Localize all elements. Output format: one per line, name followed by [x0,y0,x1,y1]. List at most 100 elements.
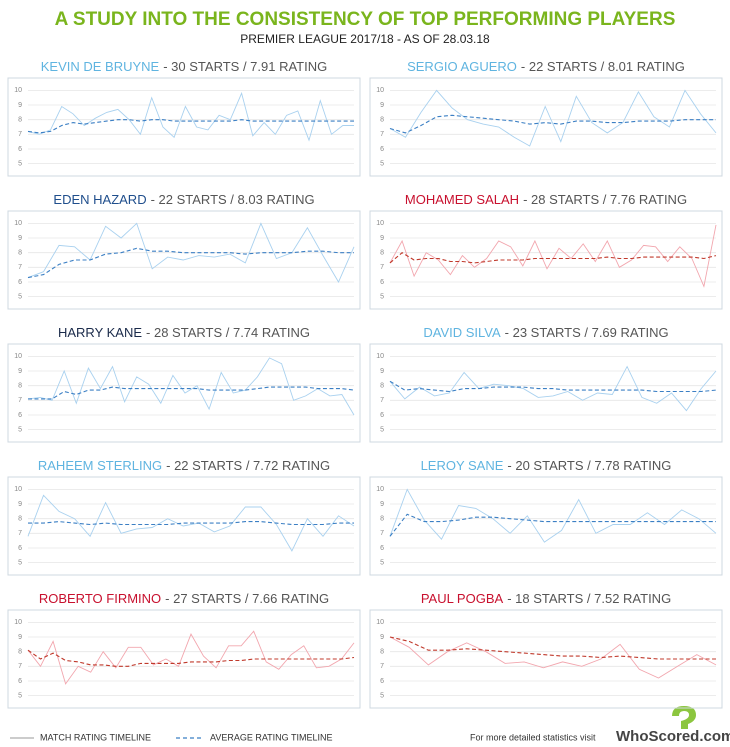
y-tick-label: 6 [18,412,22,419]
brand-icon [672,706,696,729]
y-tick-label: 7 [380,264,384,271]
y-tick-label: 9 [18,235,22,242]
rating-line [389,365,717,412]
y-tick-label: 5 [18,692,22,699]
y-tick-label: 5 [380,293,384,300]
y-tick-label: 9 [380,102,384,109]
player-name: KEVIN DE BRUYNE [41,59,160,74]
y-tick-label: 10 [376,353,384,360]
brand: WhoScored.com [616,728,730,745]
y-tick-label: 6 [380,545,384,552]
y-tick-label: 7 [380,397,384,404]
panel-title: DAVID SILVA - 23 STARTS / 7.69 RATING [423,325,668,340]
average-line [27,247,354,279]
player-name: EDEN HAZARD [53,192,146,207]
y-tick-label: 6 [18,545,22,552]
player-stats: - 30 STARTS / 7.91 RATING [163,59,327,74]
average-line [28,386,355,400]
y-tick-label: 7 [18,663,22,670]
y-tick-label: 9 [380,634,384,641]
y-tick-label: 7 [380,530,384,537]
rating-line [27,357,355,416]
panel-frame [7,343,361,443]
footer-note: For more detailed statistics visit [470,732,596,742]
player-stats: - 27 STARTS / 7.66 RATING [165,591,329,606]
panel-frame [7,210,361,310]
page-title: A STUDY INTO THE CONSISTENCY OF TOP PERF… [55,9,676,30]
y-tick-label: 7 [380,131,384,138]
y-tick-label: 9 [380,235,384,242]
y-tick-label: 7 [18,397,22,404]
player-stats: - 28 STARTS / 7.74 RATING [146,325,310,340]
player-name: ROBERTO FIRMINO [39,591,161,606]
y-tick-label: 5 [380,160,384,167]
y-tick-label: 7 [18,530,22,537]
y-tick-label: 9 [18,368,22,375]
y-tick-label: 8 [380,516,384,523]
y-tick-label: 8 [18,383,22,390]
y-tick-label: 5 [380,692,384,699]
player-name: HARRY KANE [58,325,142,340]
player-name: LEROY SANE [421,458,504,473]
average-line [389,513,716,537]
panel-title: RAHEEM STERLING - 22 STARTS / 7.72 RATING [38,458,330,473]
y-tick-label: 5 [18,293,22,300]
y-tick-label: 10 [376,220,384,227]
y-tick-label: 6 [380,146,384,153]
rating-line [27,91,354,142]
average-line [389,636,716,660]
y-tick-label: 8 [18,516,22,523]
y-tick-label: 5 [18,426,22,433]
player-stats: - 18 STARTS / 7.52 RATING [507,591,671,606]
y-tick-label: 8 [380,383,384,390]
panel-frame [369,609,723,709]
player-stats: - 22 STARTS / 8.01 RATING [521,59,685,74]
average-line [28,521,354,526]
panel-frame [7,476,361,576]
y-tick-label: 7 [18,131,22,138]
y-tick-label: 7 [18,264,22,271]
rating-line [389,488,717,543]
average-line [389,252,717,264]
y-tick-label: 8 [18,250,22,257]
y-tick-label: 8 [380,649,384,656]
y-tick-label: 5 [18,559,22,566]
panel-title: KEVIN DE BRUYNE - 30 STARTS / 7.91 RATING [41,59,327,74]
player-name: MOHAMED SALAH [405,192,519,207]
panel-title: LEROY SANE - 20 STARTS / 7.78 RATING [421,458,672,473]
panel-title: MOHAMED SALAH - 28 STARTS / 7.76 RATING [405,192,687,207]
y-tick-label: 10 [14,486,22,493]
y-tick-label: 10 [14,87,22,94]
legend-label: AVERAGE RATING TIMELINE [210,732,333,742]
y-tick-label: 10 [14,619,22,626]
rating-line [389,89,717,147]
panel-frame [369,77,723,177]
panel-title: HARRY KANE - 28 STARTS / 7.74 RATING [58,325,310,340]
average-line [389,380,717,393]
legend-label: MATCH RATING TIMELINE [40,732,151,742]
y-tick-label: 9 [380,501,384,508]
y-tick-label: 8 [380,250,384,257]
y-tick-label: 6 [380,412,384,419]
y-tick-label: 9 [380,368,384,375]
y-tick-label: 6 [18,146,22,153]
y-tick-label: 6 [380,678,384,685]
y-tick-label: 5 [380,559,384,566]
y-tick-label: 8 [18,649,22,656]
average-line [389,114,716,134]
y-tick-label: 9 [18,102,22,109]
player-stats: - 28 STARTS / 7.76 RATING [523,192,687,207]
y-tick-label: 5 [18,160,22,167]
panel-title: EDEN HAZARD - 22 STARTS / 8.03 RATING [53,192,314,207]
rating-line [389,224,717,288]
player-name: RAHEEM STERLING [38,458,162,473]
y-tick-label: 6 [18,279,22,286]
panel-frame [369,210,723,310]
player-stats: - 22 STARTS / 7.72 RATING [166,458,330,473]
player-name: PAUL POGBA [421,591,504,606]
panel-title: PAUL POGBA - 18 STARTS / 7.52 RATING [421,591,671,606]
y-tick-label: 6 [380,279,384,286]
y-tick-label: 10 [14,220,22,227]
panel-frame [7,609,361,709]
y-tick-label: 10 [376,486,384,493]
